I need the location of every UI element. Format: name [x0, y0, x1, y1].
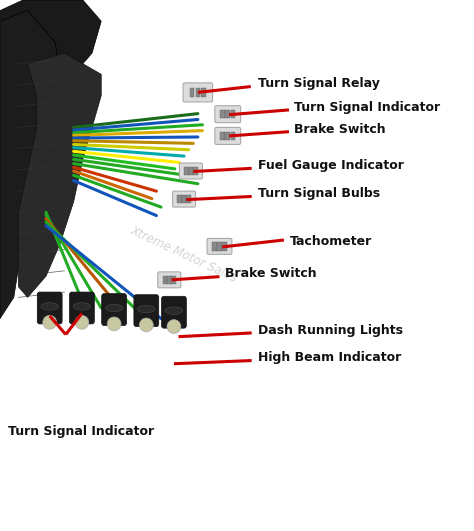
- Bar: [193, 167, 198, 175]
- Text: Turn Signal Indicator: Turn Signal Indicator: [294, 101, 441, 114]
- Text: Turn Signal Indicator: Turn Signal Indicator: [8, 425, 155, 438]
- Text: Dash Running Lights: Dash Running Lights: [258, 324, 403, 337]
- Ellipse shape: [139, 318, 153, 332]
- Bar: [220, 110, 225, 118]
- Ellipse shape: [165, 307, 182, 314]
- Bar: [182, 195, 186, 203]
- Bar: [220, 132, 225, 140]
- Bar: [201, 88, 206, 97]
- FancyBboxPatch shape: [70, 292, 94, 324]
- FancyBboxPatch shape: [173, 191, 196, 207]
- Bar: [222, 242, 227, 251]
- FancyBboxPatch shape: [162, 296, 186, 328]
- Bar: [230, 110, 235, 118]
- Bar: [190, 88, 194, 97]
- Text: Turn Signal Relay: Turn Signal Relay: [258, 78, 380, 90]
- FancyBboxPatch shape: [215, 127, 241, 144]
- Bar: [163, 276, 167, 284]
- Ellipse shape: [137, 305, 155, 313]
- Bar: [226, 110, 230, 118]
- Ellipse shape: [107, 317, 121, 331]
- PathPatch shape: [0, 0, 101, 96]
- Text: Fuel Gauge Indicator: Fuel Gauge Indicator: [258, 159, 403, 172]
- FancyBboxPatch shape: [207, 238, 232, 254]
- Ellipse shape: [75, 315, 89, 329]
- FancyBboxPatch shape: [180, 163, 202, 179]
- Text: Brake Switch: Brake Switch: [294, 123, 386, 135]
- FancyBboxPatch shape: [37, 292, 62, 324]
- Bar: [226, 132, 230, 140]
- FancyBboxPatch shape: [183, 83, 212, 102]
- Text: Brake Switch: Brake Switch: [226, 268, 317, 280]
- Text: Turn Signal Bulbs: Turn Signal Bulbs: [258, 187, 380, 200]
- Text: High Beam Indicator: High Beam Indicator: [258, 352, 401, 364]
- Bar: [184, 167, 189, 175]
- Text: Xtreme Motor Sales: Xtreme Motor Sales: [128, 225, 239, 285]
- FancyBboxPatch shape: [102, 294, 127, 326]
- Bar: [217, 242, 222, 251]
- Bar: [196, 88, 200, 97]
- Ellipse shape: [105, 304, 123, 312]
- Bar: [172, 276, 176, 284]
- Bar: [189, 167, 193, 175]
- Ellipse shape: [41, 303, 58, 310]
- Bar: [167, 276, 172, 284]
- Bar: [212, 242, 217, 251]
- Ellipse shape: [43, 315, 56, 329]
- Bar: [186, 195, 191, 203]
- PathPatch shape: [18, 53, 101, 297]
- FancyBboxPatch shape: [134, 295, 159, 327]
- Ellipse shape: [167, 320, 181, 333]
- FancyBboxPatch shape: [158, 272, 181, 288]
- Bar: [230, 132, 235, 140]
- PathPatch shape: [0, 11, 64, 319]
- Text: Tachometer: Tachometer: [290, 235, 372, 248]
- Bar: [177, 195, 182, 203]
- Ellipse shape: [73, 303, 91, 310]
- FancyBboxPatch shape: [215, 106, 241, 123]
